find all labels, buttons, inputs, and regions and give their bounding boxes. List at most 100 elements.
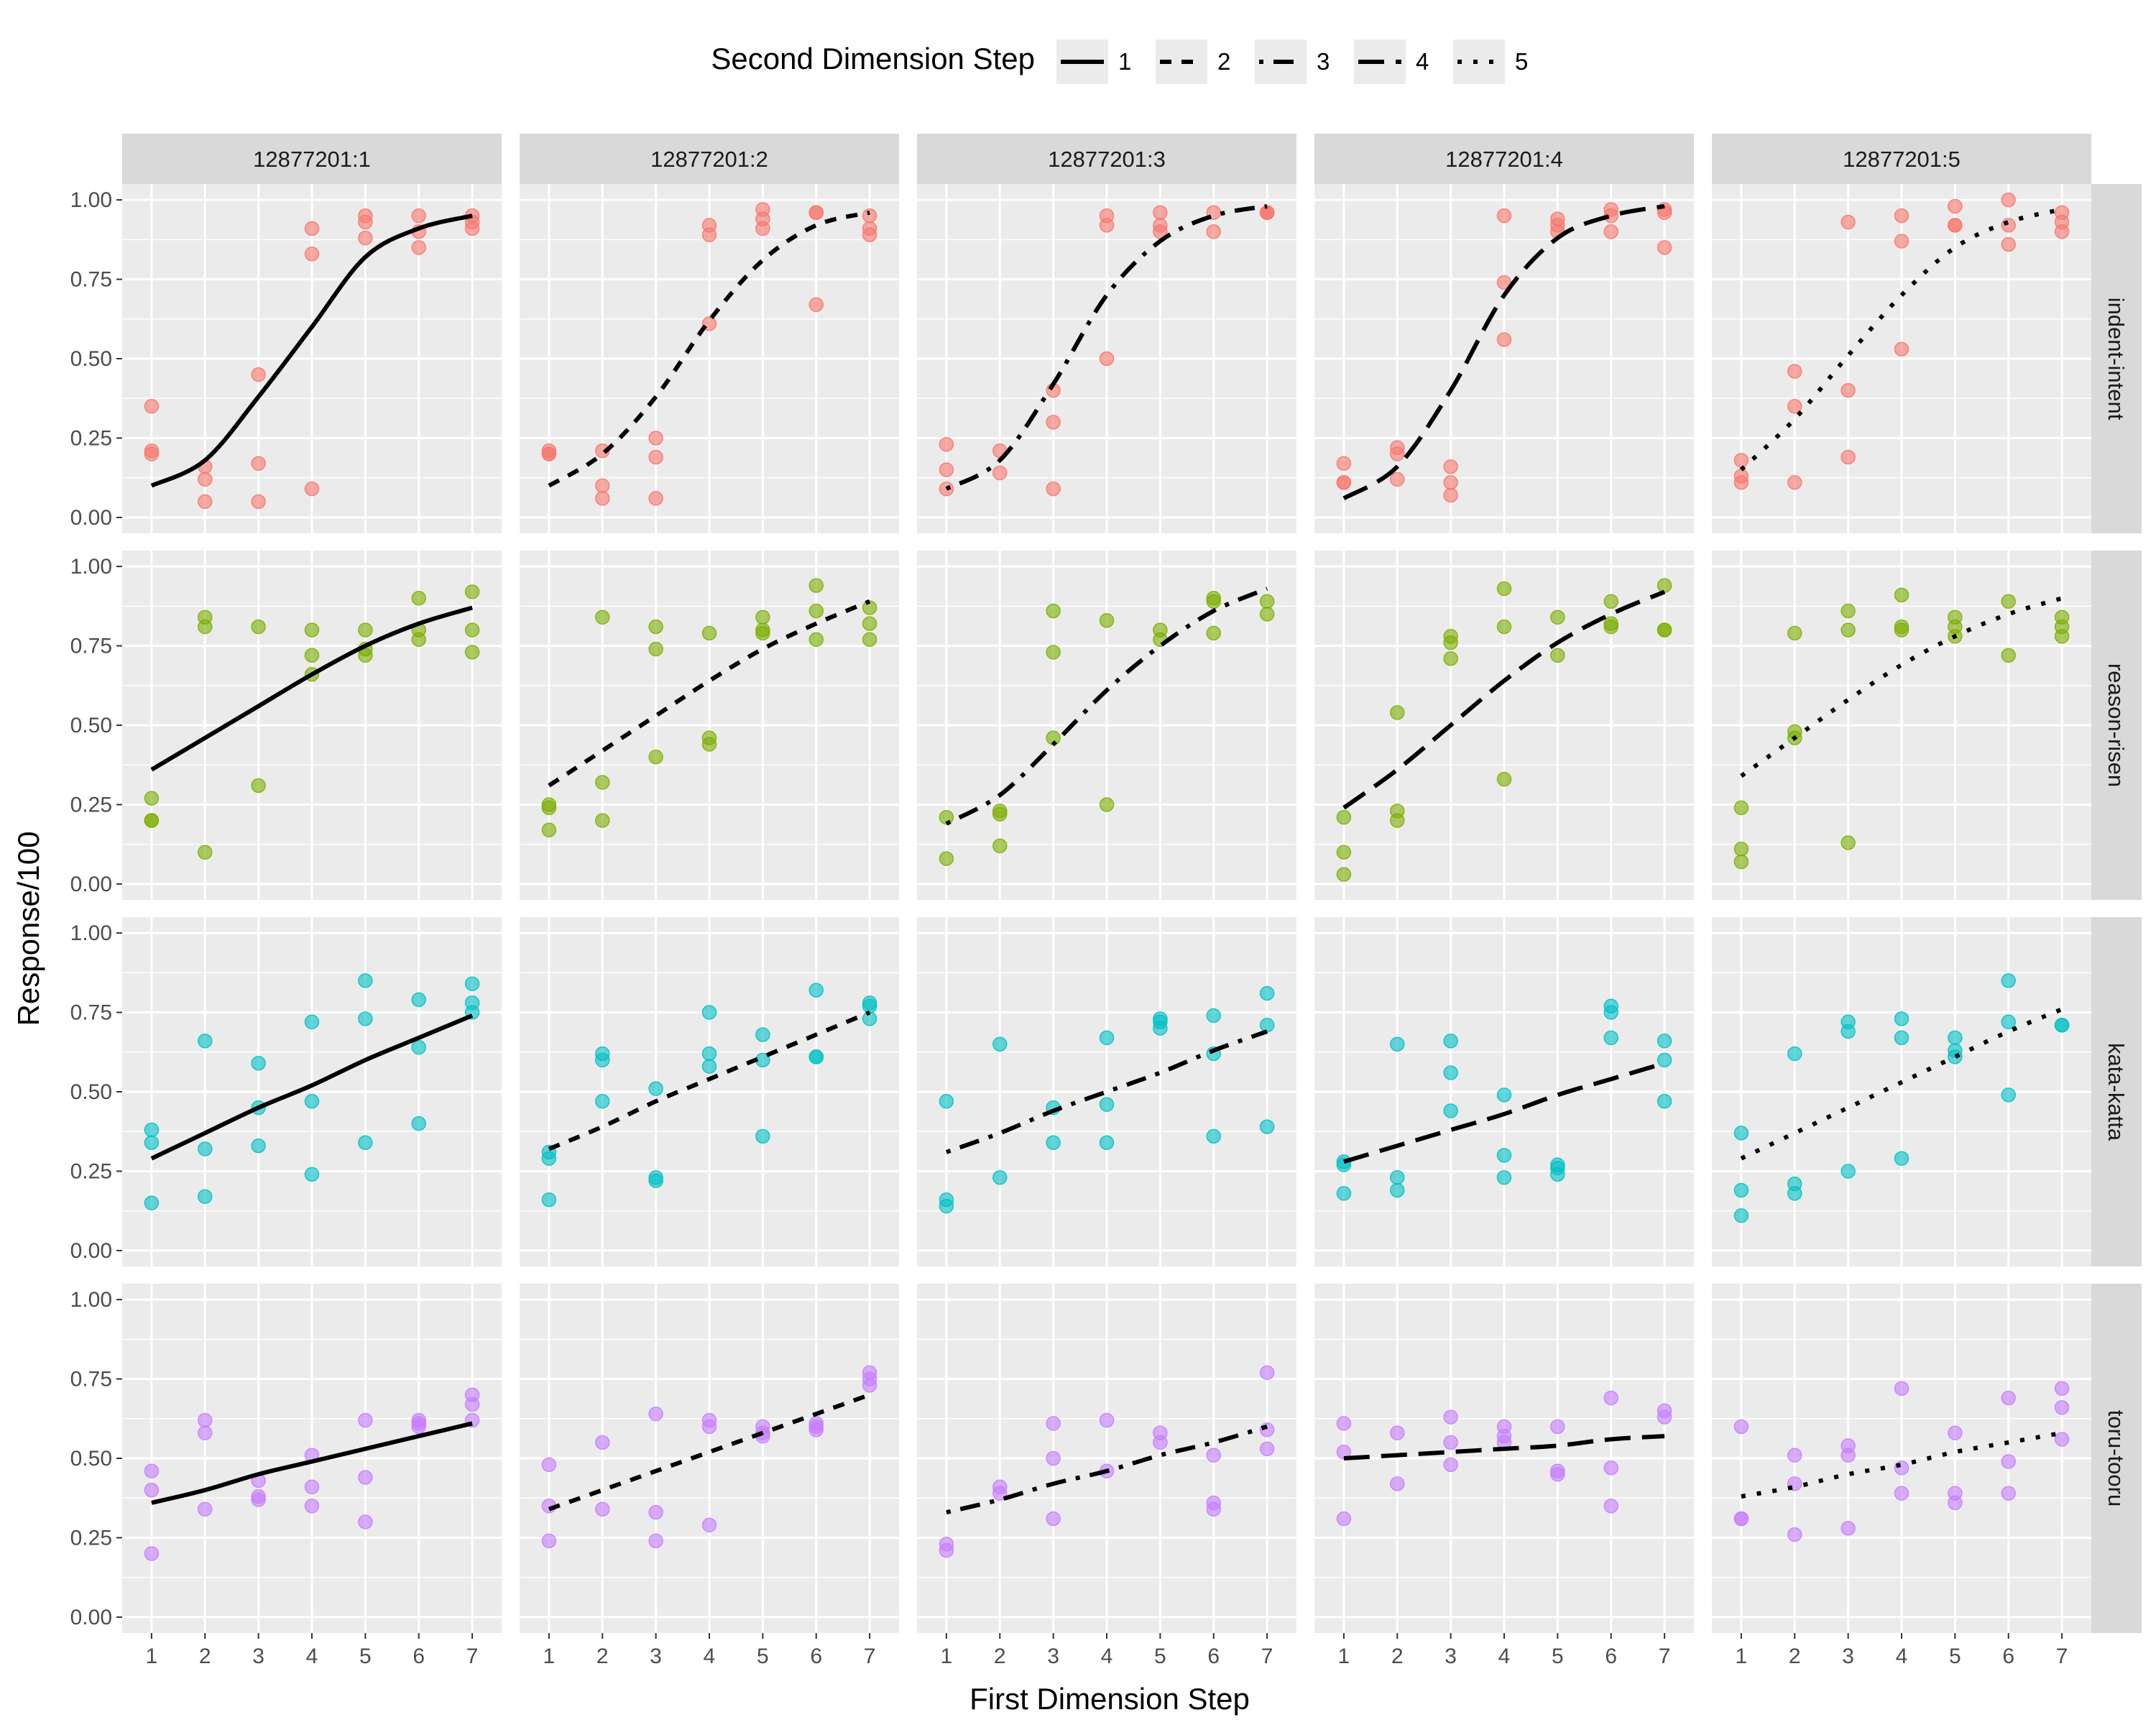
data-point [198,472,213,487]
data-point [1733,453,1749,468]
data-point [1894,1460,1909,1476]
data-point [1948,1425,1963,1440]
data-point [1894,1030,1909,1046]
panel-toru-tooru-2 [520,1284,899,1633]
strip-background [520,134,899,184]
x-axis-5: 1 2 3 4 5 6 7 [1736,1633,2068,1668]
strip-background [2091,1284,2142,1633]
data-point [1206,1008,1221,1024]
data-point [1657,622,1672,638]
data-point [595,813,610,828]
fit-curve-series-2 [548,599,871,788]
data-point [2001,1390,2016,1406]
x-tick-label: 2 [1391,1644,1404,1668]
data-point [144,813,160,828]
data-point [2001,594,2016,609]
x-tick-label: 1 [1338,1644,1350,1668]
y-axis-kata-katta: 0.00 0.25 0.50 0.75 1.00 [70,921,122,1263]
data-point [1733,800,1749,816]
data-point [992,465,1008,481]
data-point [251,1055,266,1071]
data-point [1787,1046,1802,1062]
column-strip-label: 12877201:3 [1048,147,1166,172]
panel-indent-intent-5 [1712,184,2091,533]
data-point [1894,622,1909,638]
data-point [862,616,877,631]
data-point [144,446,160,461]
legend-item-3: 3 [1255,40,1330,84]
data-point [1390,813,1405,828]
data-point [1336,1186,1352,1201]
data-point [1390,1476,1405,1491]
y-tick-label: 0.25 [70,1159,112,1183]
y-tick-label: 1.00 [70,188,112,212]
x-tick-label: 6 [1207,1644,1220,1668]
data-point [251,619,266,635]
data-point [648,1504,663,1520]
data-point [595,1052,610,1068]
fit-curve-series-5 [1740,1007,2063,1161]
data-point [541,446,557,461]
x-tick-label: 4 [704,1644,716,1668]
column-strip-2: 12877201:2 [520,134,899,184]
data-point [1099,612,1115,628]
data-point [1841,622,1856,638]
data-point [358,622,373,638]
data-point [198,1412,213,1428]
data-point [1443,1435,1458,1450]
x-tick-label: 3 [650,1644,662,1668]
data-point [1259,205,1275,221]
data-point [755,1027,770,1042]
panel-kata-katta-2 [520,917,899,1266]
x-tick-label: 6 [2002,1644,2014,1668]
legend-item-5: 5 [1453,40,1528,84]
data-point [1603,224,1618,239]
y-tick-label: 0.00 [70,1239,112,1263]
data-point [755,625,770,641]
panel-kata-katta-4 [1314,917,1694,1266]
data-point [1259,1441,1275,1456]
column-strip-3: 12877201:3 [917,134,1296,184]
data-point [1046,1135,1061,1150]
x-tick-label: 6 [810,1644,822,1668]
y-tick-label: 1.00 [70,1288,112,1312]
x-tick-label: 6 [413,1644,425,1668]
data-point [1894,1381,1909,1397]
data-point [648,641,663,657]
data-point [1787,364,1802,379]
fit-curve-series-1 [150,1013,474,1161]
fit-curve-series-5 [1739,207,2063,472]
data-point [1443,635,1458,650]
data-point [862,227,877,242]
panel-kata-katta-3 [917,917,1296,1266]
data-point [251,778,266,794]
data-point [1336,1416,1352,1431]
data-point [1046,603,1061,619]
data-point [1894,208,1909,224]
data-point [701,227,717,242]
data-point [1336,456,1352,472]
data-point [808,603,824,619]
data-point [648,749,663,765]
data-point [862,632,877,647]
panel-kata-katta-1 [122,917,502,1266]
data-point [1894,1486,1909,1501]
data-point [701,1419,717,1435]
data-point [2001,1486,2016,1501]
data-point [1841,1448,1856,1463]
column-strip-label: 12877201:2 [650,147,768,172]
data-point [1496,581,1512,597]
data-point [1787,1448,1802,1463]
data-point [595,610,610,625]
data-point [304,1167,320,1182]
data-point [1733,842,1749,857]
fit-curve-series-4 [1342,203,1665,501]
data-point [1948,1495,1963,1511]
data-point [1657,1034,1672,1049]
column-strip-1: 12877201:1 [122,134,502,184]
x-tick-label: 2 [199,1644,211,1668]
data-point [198,1189,213,1205]
data-point [464,1397,480,1412]
legend-item-1: 1 [1056,40,1131,84]
data-point [1206,224,1221,239]
